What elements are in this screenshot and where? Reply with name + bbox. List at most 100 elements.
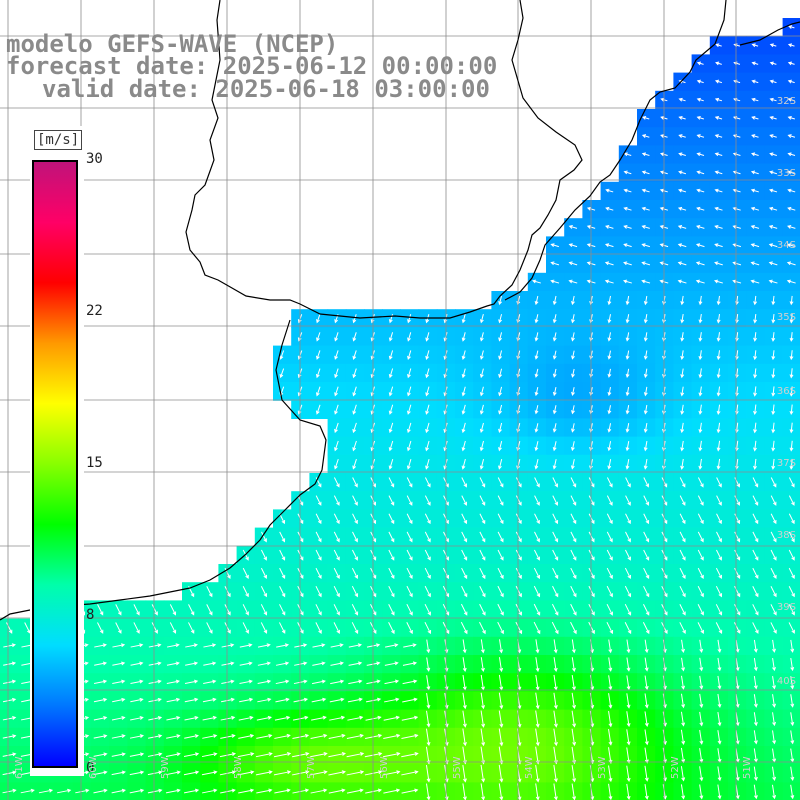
wind-arrow: [714, 188, 723, 193]
wind-arrow: [715, 604, 723, 616]
wind-arrow: [351, 567, 359, 580]
wind-arrow: [695, 279, 705, 284]
wind-arrow: [111, 770, 126, 776]
wind-arrow: [643, 386, 648, 397]
wind-arrow: [462, 764, 467, 783]
wind-arrow: [426, 657, 431, 672]
wind-arrow: [188, 622, 195, 634]
lon-label-60W: 60W: [88, 756, 99, 779]
wind-arrow: [751, 116, 759, 120]
wind-arrow: [552, 495, 559, 506]
wind-arrow: [752, 585, 759, 598]
wind-arrow: [256, 715, 272, 721]
wind-arrow: [497, 621, 504, 635]
wind-arrow: [751, 134, 759, 138]
colorbar-tick-15: 15: [86, 455, 103, 471]
wind-arrow: [220, 697, 235, 703]
wind-arrow: [698, 422, 703, 434]
wind-arrow: [680, 314, 685, 324]
wind-arrow: [608, 675, 613, 691]
wind-arrow: [750, 225, 760, 229]
wind-arrow: [571, 405, 575, 415]
wind-arrow: [753, 766, 758, 782]
wind-arrow: [696, 79, 704, 84]
wind-arrow: [786, 279, 796, 284]
wind-arrow: [310, 752, 328, 758]
wind-arrow: [406, 477, 413, 488]
wind-arrow: [279, 549, 286, 561]
title-forecast-date: forecast date: 2025-06-12 00:00:00: [6, 52, 498, 80]
wind-arrow: [426, 692, 431, 709]
wind-arrow: [221, 643, 235, 648]
wind-arrow: [789, 404, 794, 416]
wind-arrow: [588, 531, 595, 543]
wind-arrow: [641, 243, 650, 248]
wind-arrow: [534, 477, 540, 488]
wind-arrow: [623, 243, 632, 248]
lat-label-38S: 38S: [776, 530, 796, 541]
wind-arrow: [274, 715, 291, 721]
wind-arrow: [257, 679, 272, 685]
wind-arrow: [515, 567, 522, 580]
wind-arrow: [716, 350, 721, 361]
wind-arrow: [643, 422, 648, 433]
wind-arrow: [151, 622, 158, 634]
wind-arrow: [183, 752, 200, 758]
wind-arrow: [534, 386, 539, 397]
wind-arrow: [407, 350, 412, 360]
wind-arrow: [623, 225, 632, 229]
colorbar-gradient: [32, 160, 78, 768]
wind-arrow: [333, 513, 340, 525]
wind-arrow: [753, 332, 758, 342]
wind-arrow: [93, 679, 108, 684]
wind-arrow: [588, 567, 595, 580]
wind-arrow: [772, 730, 777, 745]
wind-arrow: [625, 368, 630, 379]
wind-arrow: [330, 661, 344, 666]
wind-arrow: [3, 643, 16, 648]
wind-arrow: [679, 585, 686, 598]
wind-arrow: [697, 495, 704, 506]
wind-arrow: [329, 697, 345, 703]
wind-arrow: [534, 513, 540, 525]
wind-arrow: [769, 61, 777, 66]
wind-arrow: [604, 243, 614, 248]
wind-arrow: [185, 661, 199, 666]
wind-arrow: [626, 675, 631, 691]
wind-arrow: [130, 679, 144, 684]
wind-arrow: [753, 404, 757, 416]
wind-arrow: [788, 604, 795, 616]
wind-arrow: [571, 350, 575, 360]
wind-arrow: [625, 314, 630, 324]
wind-arrow: [699, 711, 704, 727]
wind-arrow: [148, 643, 162, 648]
wind-arrow: [479, 314, 484, 324]
wind-arrow: [606, 531, 613, 543]
wind-arrow: [753, 639, 758, 653]
wind-arrow: [276, 643, 290, 648]
wind-arrow: [641, 261, 651, 266]
wind-arrow: [462, 639, 467, 654]
wind-arrow: [697, 567, 704, 580]
wind-arrow: [753, 350, 758, 361]
wind-arrow: [2, 697, 17, 703]
wind-arrow: [383, 770, 401, 776]
wind-arrow: [715, 43, 722, 48]
wind-arrow: [771, 458, 776, 470]
wind-arrow: [515, 477, 522, 488]
wind-arrow: [570, 513, 577, 525]
wind-arrow: [608, 693, 613, 709]
wind-arrow: [752, 513, 759, 525]
wind-arrow: [769, 170, 778, 175]
wind-arrow: [699, 657, 704, 672]
wind-arrow: [552, 350, 557, 360]
wind-arrow: [552, 531, 559, 543]
wind-arrow: [553, 728, 558, 747]
wind-arrow: [679, 604, 686, 616]
wind-arrow: [752, 495, 759, 506]
wind-arrow: [461, 495, 468, 506]
wind-arrow: [570, 621, 577, 635]
wind-arrow: [787, 225, 796, 229]
wind-arrow: [406, 549, 413, 561]
